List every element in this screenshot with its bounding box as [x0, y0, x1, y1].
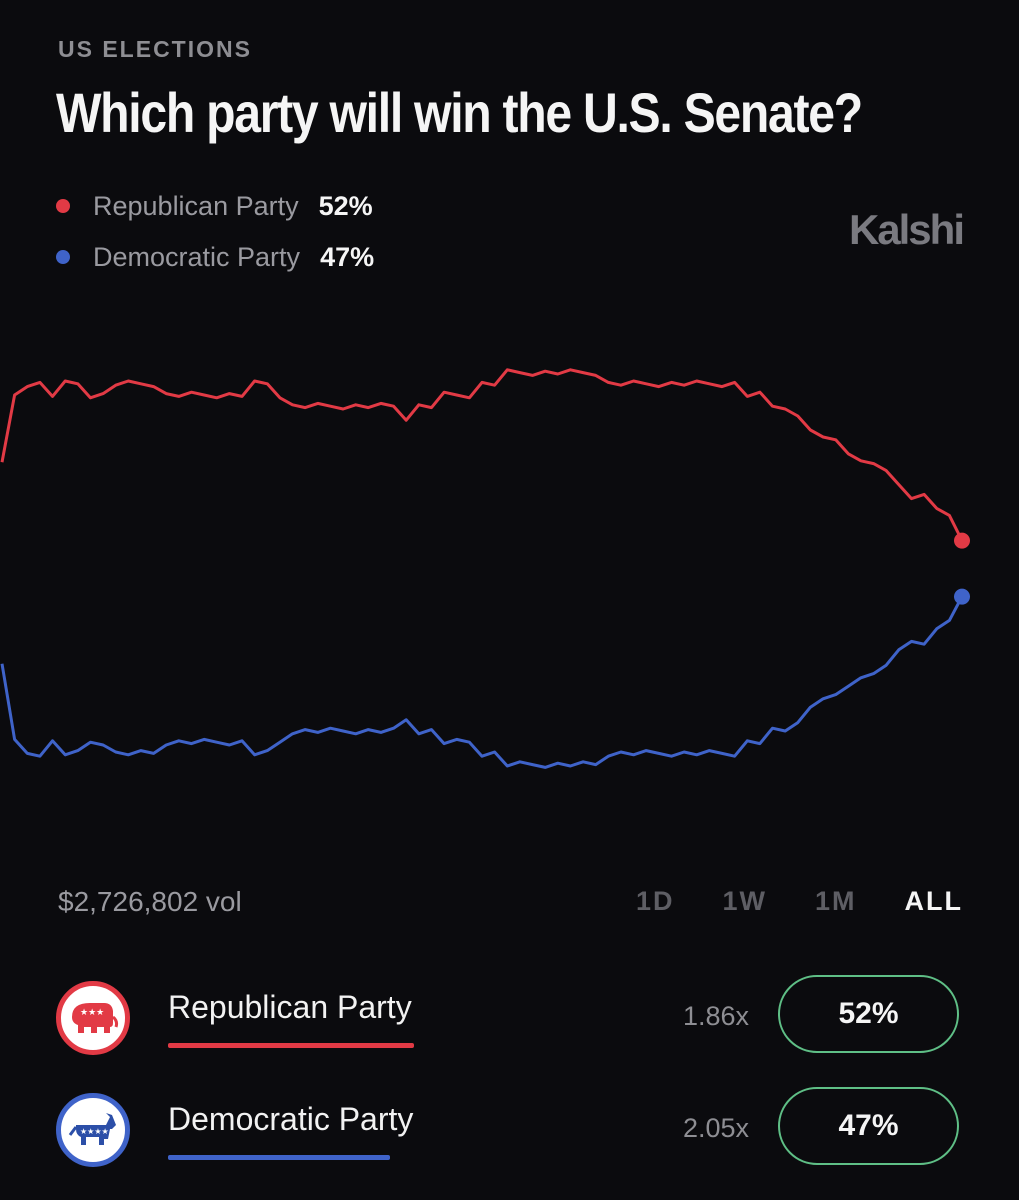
time-range-selector: 1D 1W 1M ALL: [588, 886, 963, 917]
outcome-row-democratic[interactable]: ★★★★ Democratic Party 2.05x 47%: [0, 1087, 1019, 1177]
outcome-row-republican[interactable]: ★★★ Republican Party 1.86x 52%: [0, 975, 1019, 1065]
outcome-name: Republican Party: [168, 989, 412, 1025]
category-label: US ELECTIONS: [58, 36, 252, 62]
legend-item-democratic: Democratic Party 47%: [56, 237, 374, 277]
range-1w[interactable]: 1W: [722, 886, 767, 916]
legend-label: Democratic Party: [93, 241, 301, 272]
brand-logo: Kalshi: [848, 206, 965, 253]
outcome-underline: [168, 1155, 390, 1160]
svg-text:★★★: ★★★: [80, 1008, 104, 1018]
legend-percent: 47%: [320, 241, 375, 272]
svg-text:★★★★: ★★★★: [80, 1127, 109, 1136]
buy-democratic-button[interactable]: 47%: [778, 1087, 959, 1165]
outcome-name: Democratic Party: [168, 1101, 414, 1137]
chart-legend: Republican Party 52% Democratic Party 47…: [56, 186, 374, 277]
legend-dot-icon: [56, 250, 70, 264]
volume-label: $2,726,802 vol: [58, 886, 242, 917]
series-endpoint-democratic: [954, 588, 970, 605]
legend-label: Republican Party: [93, 190, 299, 221]
democratic-donkey-icon: ★★★★: [56, 1093, 130, 1167]
outcome-underline: [168, 1043, 414, 1048]
legend-percent: 52%: [318, 190, 373, 221]
buy-republican-button[interactable]: 52%: [778, 975, 959, 1053]
payout-multiplier: 2.05x: [682, 1113, 749, 1143]
range-1d[interactable]: 1D: [635, 886, 675, 916]
republican-elephant-icon: ★★★: [56, 981, 130, 1055]
payout-multiplier: 1.86x: [682, 1001, 749, 1031]
series-line-democratic: [0, 595, 964, 769]
series-endpoint-republican: [954, 532, 970, 549]
series-line-republican: [0, 368, 964, 542]
legend-item-republican: Republican Party 52%: [56, 186, 374, 226]
range-1m[interactable]: 1M: [815, 886, 857, 916]
page-title: Which party will win the U.S. Senate?: [56, 81, 863, 144]
price-chart[interactable]: [0, 300, 1019, 860]
range-all[interactable]: ALL: [904, 886, 963, 916]
legend-dot-icon: [56, 199, 70, 213]
